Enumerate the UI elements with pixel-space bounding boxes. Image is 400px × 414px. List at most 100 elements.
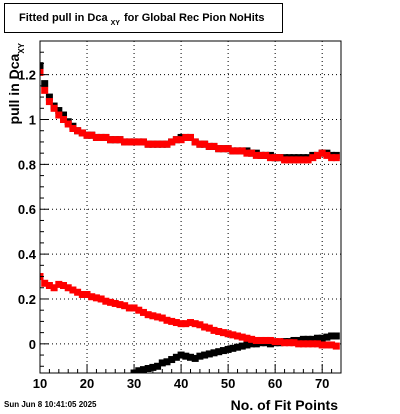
data-point <box>92 133 100 141</box>
data-point <box>299 156 307 164</box>
y-tick-label: 0.4 <box>18 247 37 262</box>
x-tick-label: 40 <box>174 376 188 391</box>
data-point <box>177 351 185 359</box>
data-point <box>158 140 166 148</box>
data-point <box>168 138 176 146</box>
data-point <box>309 335 317 343</box>
data-point <box>243 149 251 157</box>
data-point <box>201 323 209 331</box>
data-point <box>102 297 110 305</box>
data-point <box>69 286 77 294</box>
data-point <box>107 298 115 306</box>
data-point <box>224 345 232 353</box>
data-point <box>125 304 133 312</box>
data-point <box>74 288 82 296</box>
data-point <box>144 311 152 319</box>
data-point <box>163 358 171 366</box>
data-point <box>276 338 284 346</box>
data-point <box>191 320 199 328</box>
data-point <box>177 136 185 144</box>
data-point <box>215 145 223 153</box>
data-point <box>224 330 232 338</box>
data-point <box>187 353 194 361</box>
data-point <box>201 351 209 359</box>
data-point <box>83 131 91 139</box>
data-point <box>97 295 105 303</box>
data-point <box>323 151 331 159</box>
data-point <box>144 365 152 373</box>
data-point <box>313 151 321 159</box>
data-point <box>328 154 336 162</box>
data-point <box>205 350 213 358</box>
data-point <box>97 133 105 141</box>
data-point <box>332 342 340 350</box>
data-point <box>102 133 110 141</box>
data-point <box>266 336 274 344</box>
data-point <box>238 342 246 350</box>
data-point <box>257 151 265 159</box>
data-point <box>40 68 44 76</box>
data-point <box>266 154 274 162</box>
data-point <box>116 301 124 309</box>
data-point <box>238 333 246 341</box>
data-point <box>234 332 242 340</box>
data-point <box>323 333 331 341</box>
data-point <box>299 335 307 343</box>
y-tick-label: 0.8 <box>18 157 36 172</box>
data-point <box>121 302 129 310</box>
data-point <box>210 349 218 357</box>
data-point <box>309 154 317 162</box>
data-point <box>135 367 143 373</box>
data-point <box>168 317 176 325</box>
y-tick-label: 0.2 <box>18 292 36 307</box>
data-point <box>172 319 180 327</box>
data-point <box>299 340 307 348</box>
data-point <box>313 334 321 342</box>
data-point <box>238 147 246 155</box>
data-point <box>262 151 270 159</box>
data-point <box>295 156 303 164</box>
data-point <box>219 145 227 153</box>
data-point <box>125 138 133 146</box>
data-point <box>323 341 331 349</box>
data-point <box>182 352 190 360</box>
series-2 <box>40 68 340 164</box>
data-point <box>262 336 270 344</box>
data-point <box>285 339 293 347</box>
data-point <box>332 154 340 162</box>
y-axis-label: pull in DcaXY <box>6 42 26 124</box>
y-tick-label: 0.6 <box>18 202 36 217</box>
data-point <box>149 140 157 148</box>
data-point <box>313 340 321 348</box>
data-point <box>50 104 58 112</box>
x-axis-label: No. of Fit Points <box>231 397 339 413</box>
data-point <box>74 127 82 135</box>
data-point <box>55 111 63 119</box>
data-point <box>205 324 213 332</box>
data-point <box>229 344 237 352</box>
data-point <box>158 359 166 367</box>
data-point <box>187 319 194 327</box>
data-point <box>60 116 68 124</box>
data-point <box>139 138 147 146</box>
data-point <box>248 149 256 157</box>
series-1 <box>40 62 340 162</box>
data-point <box>271 154 279 162</box>
data-point <box>144 140 152 148</box>
data-point <box>290 339 298 347</box>
data-point <box>318 341 326 349</box>
data-point <box>92 294 100 302</box>
data-point <box>172 136 180 144</box>
data-point <box>234 343 242 351</box>
data-point <box>45 98 53 106</box>
data-point <box>290 156 298 164</box>
axis-ticks: 10 20 30 40 50 60 70 0 0.2 0.4 0.6 0.8 1 1.2 <box>18 51 342 391</box>
data-point <box>55 107 63 115</box>
series-4 <box>40 273 340 350</box>
data-point <box>83 290 91 298</box>
data-point <box>158 314 166 322</box>
data-point <box>328 332 336 340</box>
data-point <box>45 93 53 101</box>
timestamp: Sun Jun 8 10:41:05 2025 <box>4 400 97 409</box>
data-point <box>318 149 326 157</box>
